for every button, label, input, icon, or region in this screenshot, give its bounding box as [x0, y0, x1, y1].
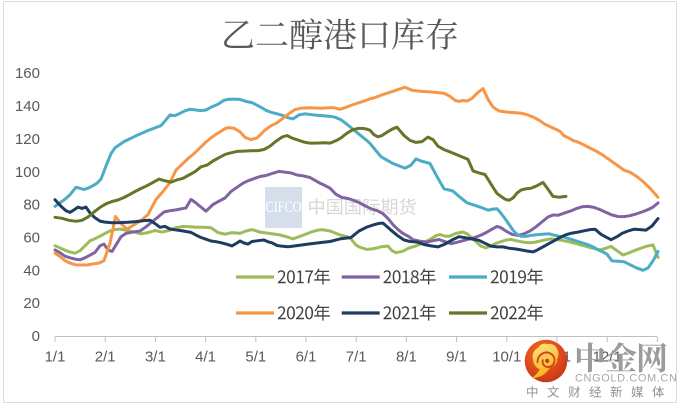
- svg-text:3/1: 3/1: [145, 349, 166, 366]
- svg-text:1/1: 1/1: [45, 349, 66, 366]
- svg-text:9/1: 9/1: [446, 349, 467, 366]
- svg-text:CIFCO: CIFCO: [266, 199, 302, 216]
- svg-text:6/1: 6/1: [296, 349, 317, 366]
- svg-text:7/1: 7/1: [346, 349, 367, 366]
- svg-text:20: 20: [23, 295, 40, 312]
- svg-text:4/1: 4/1: [195, 349, 216, 366]
- svg-text:120: 120: [15, 131, 40, 148]
- svg-text:2/1: 2/1: [95, 349, 116, 366]
- svg-text:10/1: 10/1: [492, 349, 521, 366]
- svg-text:100: 100: [15, 164, 40, 181]
- svg-text:5/1: 5/1: [245, 349, 266, 366]
- svg-text:CNGOLD.COM.CN: CNGOLD.COM.CN: [575, 373, 678, 385]
- svg-text:140: 140: [15, 98, 40, 115]
- svg-text:80: 80: [23, 197, 40, 214]
- svg-text:12/1: 12/1: [593, 349, 622, 366]
- svg-text:160: 160: [15, 65, 40, 82]
- svg-text:8/1: 8/1: [396, 349, 417, 366]
- svg-text:0: 0: [32, 328, 40, 345]
- svg-text:40: 40: [23, 262, 40, 279]
- svg-text:60: 60: [23, 230, 40, 247]
